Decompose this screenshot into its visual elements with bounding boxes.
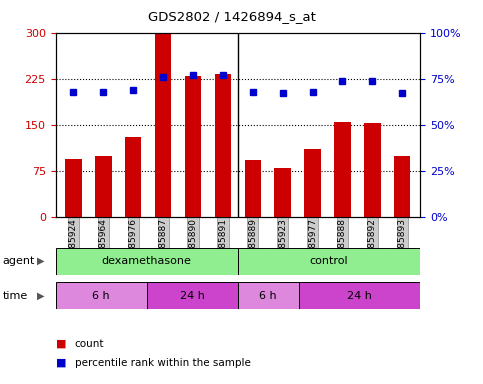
Bar [56,282,147,309]
Bar [274,168,291,217]
Text: GDS2802 / 1426894_s_at: GDS2802 / 1426894_s_at [148,10,316,23]
Bar [238,248,420,275]
Text: 6 h: 6 h [259,291,277,301]
Bar [215,74,231,217]
Text: 6 h: 6 h [92,291,110,301]
Text: percentile rank within the sample: percentile rank within the sample [75,358,251,368]
Text: ■: ■ [56,358,66,368]
Text: dexamethasone: dexamethasone [102,256,192,266]
Bar [304,149,321,217]
Text: 24 h: 24 h [347,291,372,301]
Text: count: count [75,339,104,349]
Bar [238,282,298,309]
Bar [147,282,238,309]
Text: ■: ■ [56,339,66,349]
Text: ▶: ▶ [37,256,44,266]
Bar [298,282,420,309]
Text: agent: agent [2,256,35,266]
Bar [334,122,351,217]
Bar [95,156,112,217]
Bar [155,34,171,217]
Bar [65,159,82,217]
Text: ▶: ▶ [37,291,44,301]
Text: 24 h: 24 h [180,291,205,301]
Text: control: control [310,256,348,266]
Text: time: time [2,291,28,301]
Bar [394,156,411,217]
Bar [56,248,238,275]
Bar [125,137,142,217]
Bar [185,76,201,217]
Bar [364,123,381,217]
Bar [244,161,261,217]
